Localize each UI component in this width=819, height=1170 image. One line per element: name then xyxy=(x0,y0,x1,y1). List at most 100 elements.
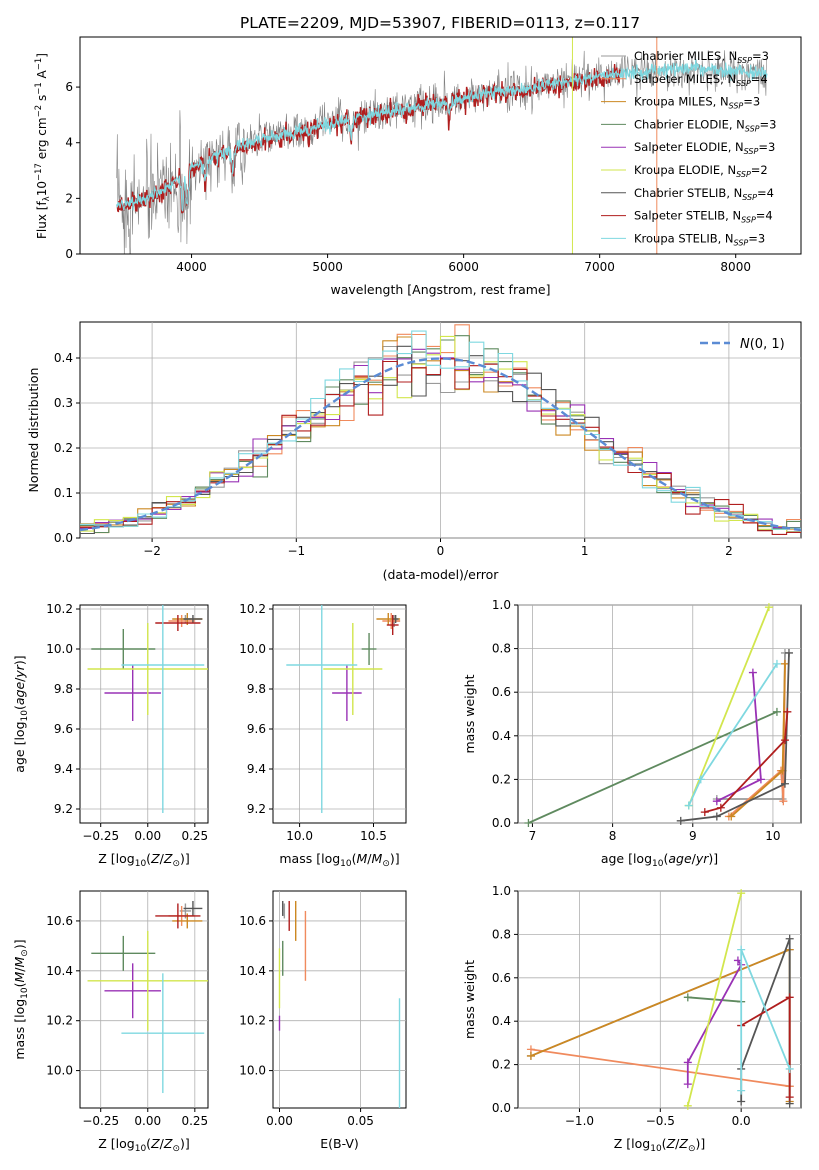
x-tick-label: 0.00 xyxy=(134,829,161,843)
x-axis-label: wavelength [Angstrom, rest frame] xyxy=(330,282,550,297)
weight-line xyxy=(687,663,778,806)
weight-vs-age-panel: 7 8 9 10 0.0 0.2 0.4 0.6 0.8 1.0 age [log10(age/yr… xyxy=(462,598,802,869)
x-tick-label: 10.5 xyxy=(360,829,387,843)
weight-marker xyxy=(780,736,789,745)
x-axis-label: E(B-V) xyxy=(320,1136,359,1151)
y-tick-label: 0.4 xyxy=(492,1014,511,1028)
y-tick-label: 0.2 xyxy=(54,441,73,455)
y-tick-label: 9.4 xyxy=(247,762,266,776)
weight-marker xyxy=(524,819,533,827)
y-tick-label: 4 xyxy=(65,136,73,150)
weight-area xyxy=(526,889,794,1110)
x-tick-label: 0.05 xyxy=(347,1114,374,1128)
model-spectrum-line xyxy=(116,58,768,212)
y-tick-label: 9.2 xyxy=(247,802,266,816)
weight-marker xyxy=(756,775,765,784)
x-tick-label: 1 xyxy=(581,544,589,558)
weight-marker xyxy=(683,1101,692,1110)
x-tick-label: 4000 xyxy=(176,260,207,274)
weight-marker xyxy=(772,659,781,668)
weight-marker xyxy=(683,1058,692,1067)
y-tick-label: 9.6 xyxy=(54,722,73,736)
histogram-area xyxy=(80,324,801,535)
y-tick-label: 10.2 xyxy=(239,602,266,616)
weight-marker xyxy=(779,797,788,806)
y-axis-label: Flux [fλ10−17 erg cm−2 s−1 A−1] xyxy=(34,53,52,239)
x-tick-label: 0.0 xyxy=(732,1114,751,1128)
y-axis-label: mass weight xyxy=(462,960,477,1039)
weight-marker xyxy=(785,934,794,943)
weight-marker xyxy=(712,812,721,821)
x-axis-label: (data-model)/error xyxy=(383,567,500,582)
y-tick-label: 0.1 xyxy=(54,486,73,500)
mass-vs-metallicity-panel: −0.25 0.00 0.25 10.0 10.2 10.4 10.6 Z [log10(Z/… xyxy=(12,890,209,1154)
weight-area xyxy=(524,603,793,827)
legend-label: Kroupa STELIB, NSSP=3 xyxy=(634,231,765,247)
y-tick-label: 10.2 xyxy=(239,1014,266,1028)
weight-line xyxy=(686,892,743,1107)
weight-marker xyxy=(784,648,793,657)
weight-marker xyxy=(785,1064,794,1073)
weight-vs-metallicity-panel: −1.0 −0.5 0.0 0.0 0.2 0.4 0.6 0.8 1.0 Z [log10(Z/… xyxy=(462,884,802,1154)
histogram-step xyxy=(80,348,801,533)
x-axis-label: Z [log10(Z/Z⊙)] xyxy=(614,1136,706,1154)
y-tick-label: 10.0 xyxy=(46,1064,73,1078)
y-tick-label: 0.8 xyxy=(492,642,511,656)
axes-frame xyxy=(272,890,407,1109)
legend-label: Salpeter ELODIE, NSSP=3 xyxy=(634,140,775,156)
y-tick-label: 0.4 xyxy=(492,729,511,743)
y-axis-label: age [log10(age/yr)] xyxy=(12,655,30,772)
legend-label: N(0, 1) xyxy=(740,337,785,352)
gaussian-reference-curve xyxy=(80,357,801,532)
y-tick-label: 10.4 xyxy=(46,964,73,978)
y-tick-label: 0.6 xyxy=(492,971,511,985)
legend-label: Salpeter MILES, NSSP=4 xyxy=(634,72,768,88)
x-tick-label: 7 xyxy=(529,829,537,843)
x-tick-label: 7000 xyxy=(584,260,615,274)
x-axis-label: Z [log10(Z/Z⊙)] xyxy=(98,1136,190,1154)
x-tick-label: −0.25 xyxy=(82,1114,119,1128)
x-tick-label: 0.25 xyxy=(181,829,208,843)
weight-marker xyxy=(676,816,685,825)
y-tick-label: 2 xyxy=(65,191,73,205)
y-axis-label: Normed distribution xyxy=(26,368,41,493)
weight-marker xyxy=(727,812,736,821)
histogram-step xyxy=(80,330,801,530)
weight-marker xyxy=(785,1093,794,1102)
axes-frame xyxy=(272,604,407,824)
y-tick-label: 9.2 xyxy=(54,802,73,816)
x-axis-label: age [log10(age/yr)] xyxy=(601,851,718,869)
legend-label: Chabrier STELIB, NSSP=4 xyxy=(634,186,774,202)
x-tick-label: 0.25 xyxy=(181,1114,208,1128)
y-tick-label: 0.2 xyxy=(492,1058,511,1072)
errorbar-area xyxy=(87,900,208,1094)
y-axis-label: mass [log10(M/M⊙)] xyxy=(12,939,30,1059)
weight-marker xyxy=(526,1051,535,1060)
weight-marker xyxy=(737,889,746,898)
residuals-panel: −2 −1 0 1 2 0.0 0.1 0.2 0.3 0.4 N(0, 1) (data-model… xyxy=(26,321,802,582)
x-tick-label: 8000 xyxy=(720,260,751,274)
figure-title: PLATE=2209, MJD=53907, FIBERID=0113, z=0… xyxy=(240,14,640,32)
y-tick-label: 9.8 xyxy=(247,682,266,696)
weight-marker xyxy=(764,603,773,612)
spectrum-plot-area xyxy=(116,37,768,254)
x-tick-label: −2 xyxy=(143,544,161,558)
y-tick-label: 0.2 xyxy=(492,772,511,786)
y-tick-label: 10.0 xyxy=(239,1064,266,1078)
legend-label: Kroupa ELODIE, NSSP=2 xyxy=(634,163,768,179)
age-vs-mass-panel: 10.0 10.5 9.2 9.4 9.6 9.8 10.0 10.2 mass [log10(… xyxy=(239,602,407,869)
weight-marker xyxy=(748,668,757,677)
model-spectrum-line xyxy=(116,63,621,214)
weight-marker xyxy=(737,1097,746,1106)
x-tick-label: −1 xyxy=(287,544,305,558)
mass-vs-extinction-panel: 0.00 0.05 10.0 10.2 10.4 10.6 E(B-V) xyxy=(239,890,407,1151)
weight-marker xyxy=(780,779,789,788)
y-tick-label: 10.0 xyxy=(46,642,73,656)
weight-marker xyxy=(737,1086,746,1095)
y-tick-label: 6 xyxy=(65,80,73,94)
weight-line xyxy=(704,711,789,813)
weight-marker xyxy=(683,1080,692,1089)
x-tick-label: 5000 xyxy=(312,260,343,274)
weight-line xyxy=(528,710,778,824)
